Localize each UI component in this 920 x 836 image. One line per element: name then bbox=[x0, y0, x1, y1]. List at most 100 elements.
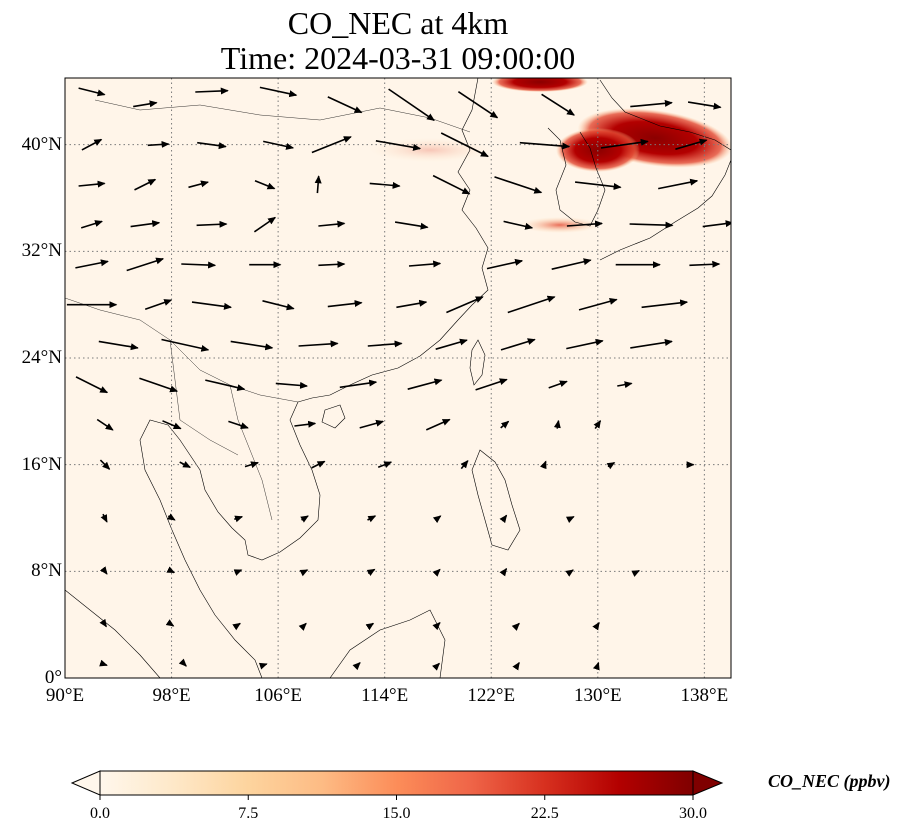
wind-arrow bbox=[162, 420, 182, 430]
wind-arrow bbox=[460, 460, 469, 470]
colorbar-tick-label: 15.0 bbox=[382, 805, 411, 822]
wind-arrow bbox=[689, 260, 721, 268]
map-frame bbox=[64, 77, 732, 679]
plume-top-edge bbox=[492, 78, 588, 92]
wind-arrow bbox=[575, 181, 622, 190]
wind-arrow bbox=[432, 621, 441, 631]
wind-arrow bbox=[565, 569, 574, 577]
colorbar-extend-max bbox=[692, 770, 724, 796]
wind-arrow bbox=[230, 340, 274, 351]
wind-arrow bbox=[507, 295, 556, 314]
wind-arrow bbox=[75, 259, 109, 269]
wind-arrow bbox=[233, 569, 243, 576]
wind-arrow bbox=[500, 420, 510, 429]
wind-arrow bbox=[629, 221, 674, 229]
wind-arrow bbox=[181, 261, 217, 269]
high-concentration-plumes bbox=[370, 78, 731, 233]
wind-arrow bbox=[352, 661, 361, 671]
wind-arrow bbox=[339, 379, 378, 389]
wind-arrow bbox=[500, 338, 536, 351]
wind-arrow bbox=[407, 378, 443, 390]
wind-arrow bbox=[658, 178, 699, 190]
colorbar-label: CO_NEC (ppbv) bbox=[768, 771, 891, 791]
map-title: CO_NEC at 4km bbox=[287, 5, 509, 41]
wind-arrow bbox=[179, 461, 191, 469]
wind-arrow bbox=[191, 301, 232, 310]
wind-arrow bbox=[318, 220, 346, 228]
wind-arrow bbox=[275, 381, 308, 389]
wind-arrow bbox=[541, 93, 575, 116]
wind-arrow bbox=[262, 300, 295, 311]
wind-arrow bbox=[539, 460, 547, 470]
wind-arrow bbox=[600, 138, 649, 149]
wind-arrow bbox=[578, 297, 618, 311]
wind-arrow bbox=[702, 220, 731, 228]
longitude-tick-label: 106°E bbox=[254, 685, 302, 706]
philippines-coastline bbox=[471, 449, 521, 551]
wind-arrow bbox=[593, 419, 602, 430]
longitude-tick-label: 90°E bbox=[45, 685, 85, 706]
latitude-tick-label: 40°N bbox=[21, 133, 62, 155]
wind-arrow bbox=[641, 299, 689, 309]
plume-north-china-haze bbox=[370, 138, 490, 162]
wind-arrow bbox=[606, 462, 616, 470]
wind-arrow bbox=[592, 661, 600, 671]
wind-arrow bbox=[566, 338, 604, 350]
wind-arrow bbox=[311, 136, 352, 154]
longitude-tick-label: 138°E bbox=[680, 685, 729, 706]
wind-arrow bbox=[396, 299, 428, 309]
wind-arrow bbox=[440, 132, 489, 158]
wind-arrow bbox=[457, 91, 499, 119]
colorbar-gradient bbox=[99, 770, 694, 796]
wind-arrow bbox=[144, 299, 173, 310]
colorbar-tick-label: 0.0 bbox=[90, 805, 110, 822]
wind-arrow bbox=[512, 661, 520, 671]
borneo-coastline bbox=[329, 609, 446, 678]
wind-arrow bbox=[367, 515, 377, 523]
map-figure bbox=[64, 77, 732, 679]
wind-arrow bbox=[99, 618, 107, 628]
wind-arrow bbox=[78, 87, 106, 97]
wind-arrow bbox=[196, 220, 228, 228]
sea-of-japan-shore bbox=[599, 79, 731, 151]
wind-arrow bbox=[394, 221, 429, 230]
wind-arrow bbox=[165, 619, 175, 627]
colorbar bbox=[70, 770, 724, 800]
wind-arrow bbox=[432, 174, 471, 195]
country-borders bbox=[65, 99, 471, 521]
wind-arrow bbox=[369, 181, 401, 189]
wind-arrow bbox=[408, 260, 442, 268]
wind-arrow bbox=[81, 138, 103, 151]
wind-arrow bbox=[205, 379, 246, 392]
japan-coastline bbox=[599, 159, 731, 261]
wind-arrow bbox=[80, 220, 103, 229]
wind-arrow bbox=[130, 220, 161, 228]
colorbar-extend-min bbox=[70, 770, 101, 796]
wind-arrow bbox=[486, 258, 524, 270]
wind-arrow bbox=[327, 96, 363, 114]
wind-arrow bbox=[98, 340, 139, 351]
wind-arrow bbox=[375, 140, 422, 151]
wind-arrow bbox=[161, 338, 210, 352]
wind-arrow bbox=[499, 514, 508, 524]
plume-yellow-sea-haze bbox=[520, 217, 600, 233]
wind-arrow bbox=[630, 339, 673, 349]
wind-arrow bbox=[565, 515, 575, 523]
wind-arrow bbox=[294, 420, 317, 428]
wind-arrow bbox=[254, 180, 276, 190]
wind-arrow bbox=[551, 258, 592, 270]
wind-arrow bbox=[166, 566, 176, 574]
wind-arrow bbox=[244, 461, 259, 469]
wind-arrow bbox=[126, 257, 165, 272]
wind-arrow bbox=[494, 176, 543, 194]
wind-arrow bbox=[300, 515, 309, 523]
wind-arrow bbox=[435, 338, 468, 350]
wind-arrow bbox=[359, 419, 385, 429]
wind-arrow bbox=[195, 87, 229, 95]
latitude-tick-label: 24°N bbox=[21, 347, 62, 368]
wind-arrow bbox=[232, 622, 241, 631]
wind-arrow bbox=[631, 569, 640, 577]
wind-arrow bbox=[365, 622, 375, 631]
wind-arrow bbox=[499, 567, 508, 577]
wind-arrow bbox=[617, 381, 633, 389]
